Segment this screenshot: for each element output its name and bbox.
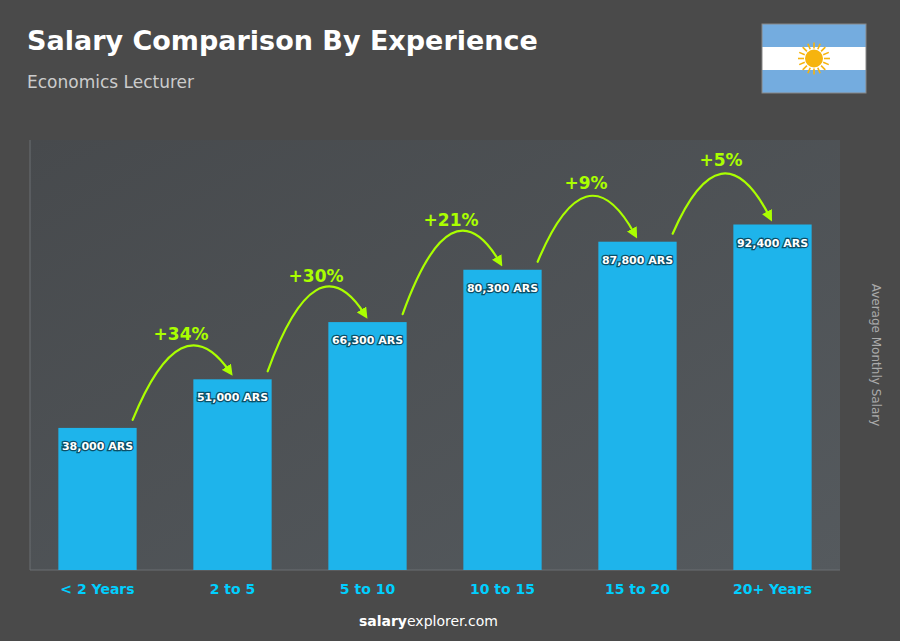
watermark: salary <box>359 613 407 629</box>
change-arc <box>538 196 635 262</box>
change-arc <box>673 173 770 233</box>
bar <box>328 322 406 570</box>
subtitle: Economics Lecturer <box>27 72 194 92</box>
change-arc <box>403 231 500 314</box>
x-tick-label: 2 to 5 <box>210 581 256 597</box>
bar <box>58 428 136 570</box>
change-label: +21% <box>424 210 479 230</box>
background <box>0 0 900 641</box>
bar <box>193 379 271 570</box>
bar <box>733 225 811 570</box>
data-label: 66,300 ARS <box>332 334 403 347</box>
data-label: 38,000 ARS <box>62 440 133 453</box>
bars <box>58 225 811 570</box>
x-tick-label: 15 to 20 <box>605 581 670 597</box>
x-tick-label: < 2 Years <box>60 581 134 597</box>
title: Salary Comparison By Experience <box>27 25 538 56</box>
bar <box>598 242 676 570</box>
data-label: 80,300 ARS <box>467 282 538 295</box>
change-label: +34% <box>154 324 209 344</box>
x-tick-label: 10 to 15 <box>470 581 535 597</box>
change-label: +5% <box>700 150 743 170</box>
data-label: 51,000 ARS <box>197 391 268 404</box>
x-tick-label: 5 to 10 <box>340 581 396 597</box>
flag <box>762 24 866 93</box>
x-axis-line <box>30 570 840 571</box>
y-axis-line <box>30 140 31 570</box>
data-label: 92,400 ARS <box>737 237 808 250</box>
y-axis-label: Average Monthly Salary <box>869 284 883 427</box>
bar <box>463 270 541 570</box>
change-arc <box>268 286 365 371</box>
change-arc <box>133 345 230 420</box>
data-label: 87,800 ARS <box>602 254 673 267</box>
change-label: +30% <box>289 266 344 286</box>
change-label: +9% <box>565 173 608 193</box>
x-tick-label: 20+ Years <box>733 581 812 597</box>
watermark: explorer.com <box>407 613 498 629</box>
plot-area <box>30 140 840 570</box>
